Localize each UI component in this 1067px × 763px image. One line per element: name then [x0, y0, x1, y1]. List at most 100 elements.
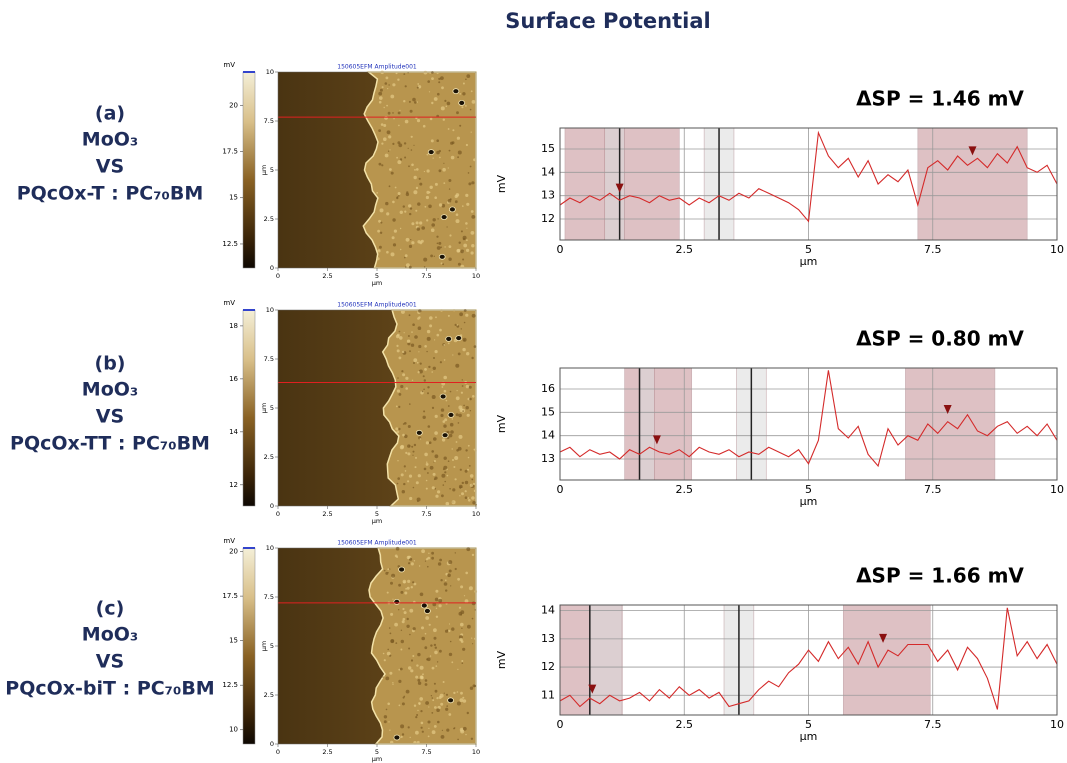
- afm-texture: [395, 427, 399, 431]
- afm-texture: [416, 361, 419, 364]
- afm-texture: [460, 729, 465, 734]
- afm-texture: [407, 147, 409, 149]
- image-x-tick-label: 0: [276, 510, 280, 518]
- image-y-tick-label: 5: [270, 404, 274, 412]
- afm-texture: [445, 579, 447, 581]
- afm-texture: [454, 200, 458, 204]
- afm-texture: [471, 100, 476, 104]
- afm-texture: [394, 622, 398, 627]
- afm-texture: [458, 434, 463, 439]
- afm-texture: [438, 81, 441, 84]
- afm-texture: [396, 344, 399, 347]
- afm-texture: [435, 589, 439, 593]
- afm-texture: [414, 169, 416, 171]
- afm-texture: [433, 643, 437, 647]
- afm-texture: [418, 316, 421, 319]
- afm-texture: [423, 410, 426, 413]
- afm-texture: [462, 347, 466, 352]
- afm-texture: [473, 448, 476, 451]
- colorbar: [242, 547, 256, 745]
- afm-texture: [398, 356, 402, 360]
- image-y-tick-label: 2.5: [264, 215, 274, 223]
- afm-texture: [409, 207, 413, 210]
- afm-texture: [464, 480, 469, 485]
- afm-texture: [457, 150, 462, 155]
- afm-texture: [431, 395, 436, 399]
- image-title: 150605EFM Amplitude001: [337, 540, 417, 547]
- colorbar-tick-label: 10: [229, 726, 238, 734]
- afm-texture: [469, 686, 474, 690]
- afm-texture: [431, 551, 434, 555]
- afm-texture: [422, 375, 425, 378]
- afm-texture: [426, 190, 430, 194]
- afm-texture: [390, 252, 395, 257]
- afm-texture: [388, 84, 390, 86]
- image-y-tick-label: 0: [270, 502, 274, 510]
- x-tick-label: 10: [1050, 483, 1064, 496]
- afm-texture: [446, 101, 451, 106]
- afm-texture: [439, 361, 442, 364]
- afm-texture: [402, 696, 405, 699]
- afm-texture: [423, 266, 426, 268]
- afm-texture: [455, 363, 460, 368]
- afm-hole: [452, 88, 460, 95]
- afm-texture: [432, 157, 434, 159]
- cursor-region: [842, 604, 931, 716]
- y-tick-label: 13: [541, 632, 555, 645]
- colorbar: [242, 309, 256, 507]
- afm-texture: [431, 450, 435, 453]
- afm-texture: [421, 626, 424, 630]
- afm-texture: [454, 478, 457, 481]
- afm-texture: [449, 422, 454, 427]
- afm-texture: [451, 141, 455, 145]
- afm-texture: [406, 555, 411, 560]
- afm-texture: [440, 246, 442, 249]
- afm-texture: [414, 466, 417, 469]
- afm-texture: [457, 262, 461, 266]
- panel-label: (a): [95, 103, 125, 125]
- afm-texture: [471, 637, 473, 639]
- afm-texture: [379, 96, 383, 100]
- afm-texture: [381, 86, 384, 89]
- y-tick-label: 14: [541, 604, 555, 617]
- x-tick-label: 7.5: [924, 243, 942, 256]
- afm-texture: [423, 388, 425, 391]
- plot-frame: [559, 367, 1058, 481]
- afm-texture: [461, 379, 463, 381]
- afm-texture: [470, 90, 473, 93]
- afm-texture: [380, 70, 385, 75]
- afm-texture: [391, 236, 395, 240]
- afm-texture: [393, 229, 397, 233]
- afm-hole: [441, 432, 449, 439]
- afm-texture: [387, 150, 390, 152]
- image-y-label: µm: [260, 403, 268, 413]
- afm-texture: [425, 558, 429, 561]
- afm-texture: [428, 706, 430, 708]
- afm-texture: [408, 647, 411, 650]
- afm-texture: [400, 590, 404, 594]
- afm-texture: [379, 208, 384, 213]
- afm-texture: [417, 652, 421, 657]
- afm-texture: [417, 83, 420, 85]
- afm-texture: [407, 425, 411, 428]
- afm-texture: [430, 254, 433, 258]
- afm-texture: [451, 418, 453, 420]
- afm-texture: [450, 585, 452, 587]
- afm-texture: [436, 246, 441, 250]
- y-tick-label: 13: [541, 452, 555, 465]
- afm-texture: [470, 737, 474, 740]
- image-x-tick-label: 0: [276, 272, 280, 280]
- afm-texture: [465, 222, 468, 225]
- afm-texture: [426, 658, 429, 661]
- afm-texture: [471, 356, 474, 360]
- afm-texture: [471, 478, 474, 481]
- afm-texture: [432, 366, 436, 370]
- afm-texture: [416, 101, 418, 103]
- afm-texture: [445, 105, 448, 108]
- afm-texture: [394, 186, 397, 189]
- colorbar-tick-label: 18: [229, 322, 238, 330]
- afm-texture: [434, 350, 438, 354]
- afm-texture: [428, 91, 431, 93]
- afm-texture: [440, 579, 443, 582]
- afm-texture: [435, 665, 438, 667]
